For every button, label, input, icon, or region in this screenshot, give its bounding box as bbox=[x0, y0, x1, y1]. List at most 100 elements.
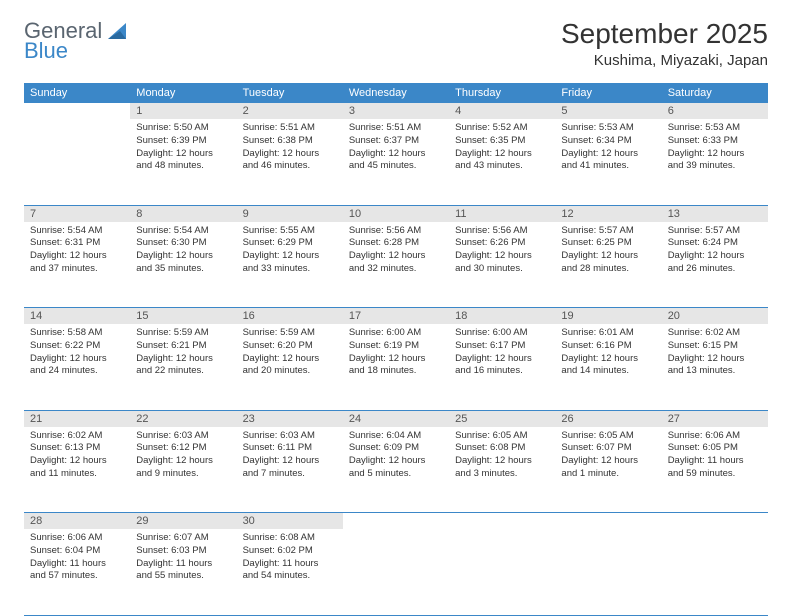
daylight-label: Daylight: bbox=[561, 148, 601, 159]
sunrise-label: Sunrise: bbox=[455, 430, 493, 441]
day-number-cell: 8 bbox=[130, 205, 236, 222]
sunrise-label: Sunrise: bbox=[668, 430, 706, 441]
sunrise-value: 5:54 AM bbox=[174, 225, 209, 236]
day-cell: Sunrise: 5:58 AMSunset: 6:22 PMDaylight:… bbox=[24, 324, 130, 410]
sunset-value: 6:30 PM bbox=[171, 237, 206, 248]
sunrise-label: Sunrise: bbox=[349, 430, 387, 441]
sunrise-label: Sunrise: bbox=[243, 327, 281, 338]
daylight-label: Daylight: bbox=[349, 455, 389, 466]
day-number-cell bbox=[555, 513, 661, 530]
daylight-label: Daylight: bbox=[136, 250, 176, 261]
sunrise-value: 5:58 AM bbox=[68, 327, 103, 338]
day-cell: Sunrise: 6:03 AMSunset: 6:12 PMDaylight:… bbox=[130, 427, 236, 513]
daylight-label: Daylight: bbox=[136, 558, 176, 569]
day-number-cell: 30 bbox=[237, 513, 343, 530]
sunset-value: 6:17 PM bbox=[490, 340, 525, 351]
day-cell bbox=[555, 529, 661, 615]
day-number-row: 123456 bbox=[24, 103, 768, 119]
sunrise-label: Sunrise: bbox=[455, 225, 493, 236]
day-cell: Sunrise: 5:55 AMSunset: 6:29 PMDaylight:… bbox=[237, 222, 343, 308]
day-number-cell: 18 bbox=[449, 308, 555, 325]
sunset-label: Sunset: bbox=[349, 135, 384, 146]
day-number-cell: 7 bbox=[24, 205, 130, 222]
day-cell: Sunrise: 6:02 AMSunset: 6:15 PMDaylight:… bbox=[662, 324, 768, 410]
sunrise-value: 5:55 AM bbox=[280, 225, 315, 236]
day-cell: Sunrise: 5:54 AMSunset: 6:30 PMDaylight:… bbox=[130, 222, 236, 308]
day-number-cell: 20 bbox=[662, 308, 768, 325]
daylight-label: Daylight: bbox=[561, 250, 601, 261]
sunrise-value: 6:02 AM bbox=[68, 430, 103, 441]
sunrise-label: Sunrise: bbox=[136, 327, 174, 338]
daylight-label: Daylight: bbox=[30, 558, 70, 569]
day-number-cell bbox=[662, 513, 768, 530]
day-number-row: 21222324252627 bbox=[24, 410, 768, 427]
sunrise-value: 5:57 AM bbox=[705, 225, 740, 236]
day-number-cell: 23 bbox=[237, 410, 343, 427]
sunrise-label: Sunrise: bbox=[243, 225, 281, 236]
daylight-label: Daylight: bbox=[136, 148, 176, 159]
daylight-label: Daylight: bbox=[561, 353, 601, 364]
day-cell: Sunrise: 5:50 AMSunset: 6:39 PMDaylight:… bbox=[130, 119, 236, 205]
sunset-label: Sunset: bbox=[136, 135, 171, 146]
day-cell: Sunrise: 6:00 AMSunset: 6:17 PMDaylight:… bbox=[449, 324, 555, 410]
sunset-value: 6:25 PM bbox=[596, 237, 631, 248]
day-number-cell: 16 bbox=[237, 308, 343, 325]
day-number-cell: 13 bbox=[662, 205, 768, 222]
day-cell: Sunrise: 6:02 AMSunset: 6:13 PMDaylight:… bbox=[24, 427, 130, 513]
sunset-label: Sunset: bbox=[30, 442, 65, 453]
day-cell: Sunrise: 5:53 AMSunset: 6:33 PMDaylight:… bbox=[662, 119, 768, 205]
logo-text-2: Blue bbox=[24, 38, 68, 63]
sunset-label: Sunset: bbox=[561, 135, 596, 146]
day-number-cell: 9 bbox=[237, 205, 343, 222]
daylight-label: Daylight: bbox=[349, 353, 389, 364]
sunset-label: Sunset: bbox=[243, 237, 278, 248]
sunset-label: Sunset: bbox=[561, 442, 596, 453]
day-cell: Sunrise: 6:04 AMSunset: 6:09 PMDaylight:… bbox=[343, 427, 449, 513]
day-cell: Sunrise: 6:07 AMSunset: 6:03 PMDaylight:… bbox=[130, 529, 236, 615]
day-number-cell: 26 bbox=[555, 410, 661, 427]
sunset-value: 6:16 PM bbox=[596, 340, 631, 351]
sunrise-value: 5:50 AM bbox=[174, 122, 209, 133]
sunrise-value: 5:59 AM bbox=[280, 327, 315, 338]
daylight-label: Daylight: bbox=[668, 148, 708, 159]
sunset-value: 6:33 PM bbox=[703, 135, 738, 146]
sunset-label: Sunset: bbox=[455, 340, 490, 351]
sunrise-label: Sunrise: bbox=[136, 532, 174, 543]
sunrise-value: 5:56 AM bbox=[493, 225, 528, 236]
sunset-label: Sunset: bbox=[561, 237, 596, 248]
sunset-value: 6:26 PM bbox=[490, 237, 525, 248]
day-number-cell: 4 bbox=[449, 103, 555, 119]
sunrise-label: Sunrise: bbox=[349, 327, 387, 338]
sunset-label: Sunset: bbox=[30, 545, 65, 556]
day-number-cell: 27 bbox=[662, 410, 768, 427]
sunrise-label: Sunrise: bbox=[561, 327, 599, 338]
sunrise-label: Sunrise: bbox=[349, 122, 387, 133]
day-cell bbox=[343, 529, 449, 615]
daylight-label: Daylight: bbox=[243, 558, 283, 569]
sunset-value: 6:19 PM bbox=[384, 340, 419, 351]
sunrise-value: 6:05 AM bbox=[599, 430, 634, 441]
daylight-label: Daylight: bbox=[243, 250, 283, 261]
sunrise-value: 5:53 AM bbox=[705, 122, 740, 133]
week-row: Sunrise: 6:02 AMSunset: 6:13 PMDaylight:… bbox=[24, 427, 768, 513]
day-cell: Sunrise: 6:06 AMSunset: 6:05 PMDaylight:… bbox=[662, 427, 768, 513]
sunrise-label: Sunrise: bbox=[455, 327, 493, 338]
daylight-label: Daylight: bbox=[30, 250, 70, 261]
sunrise-label: Sunrise: bbox=[455, 122, 493, 133]
day-cell: Sunrise: 6:05 AMSunset: 6:07 PMDaylight:… bbox=[555, 427, 661, 513]
day-number-row: 78910111213 bbox=[24, 205, 768, 222]
sunset-value: 6:35 PM bbox=[490, 135, 525, 146]
sunrise-value: 6:00 AM bbox=[493, 327, 528, 338]
day-number-cell: 5 bbox=[555, 103, 661, 119]
sunrise-value: 6:04 AM bbox=[386, 430, 421, 441]
daylight-label: Daylight: bbox=[455, 148, 495, 159]
location: Kushima, Miyazaki, Japan bbox=[561, 52, 768, 69]
sunset-label: Sunset: bbox=[243, 135, 278, 146]
sunrise-label: Sunrise: bbox=[668, 327, 706, 338]
sunrise-label: Sunrise: bbox=[561, 122, 599, 133]
logo: General Blue bbox=[24, 18, 128, 44]
day-cell bbox=[662, 529, 768, 615]
day-cell: Sunrise: 5:54 AMSunset: 6:31 PMDaylight:… bbox=[24, 222, 130, 308]
weekday-header: Friday bbox=[555, 83, 661, 103]
weekday-header: Saturday bbox=[662, 83, 768, 103]
